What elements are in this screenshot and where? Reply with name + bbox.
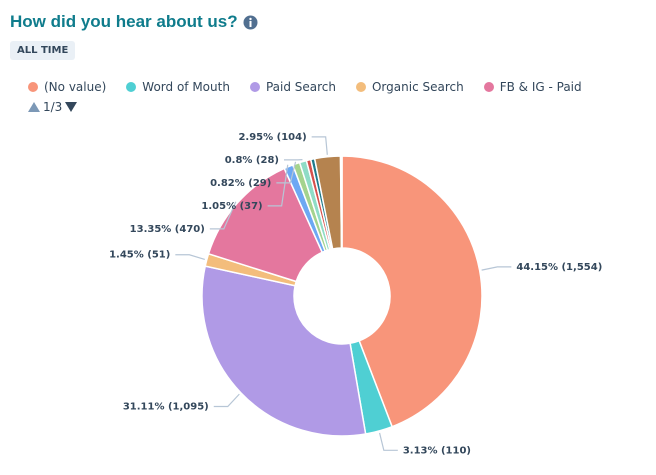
legend-label: Word of Mouth xyxy=(142,80,230,94)
leader-line xyxy=(481,266,512,271)
legend-swatch xyxy=(126,82,137,92)
data-label: 0.8% (28) xyxy=(225,155,279,166)
leader-line xyxy=(267,164,289,207)
slice xyxy=(201,265,367,437)
data-label: 1.05% (37) xyxy=(201,201,262,212)
leader-line xyxy=(379,432,398,451)
info-icon[interactable] xyxy=(243,15,258,30)
legend-item[interactable]: (No value) xyxy=(28,80,106,94)
legend-swatch xyxy=(249,82,260,92)
legend: (No value) Word of Mouth Paid Search Organi… xyxy=(28,80,582,94)
leader-line xyxy=(209,201,237,230)
legend-label: (No value) xyxy=(44,80,107,94)
data-label: 13.35% (470) xyxy=(130,224,205,235)
legend-item[interactable]: Organic Search xyxy=(355,80,464,94)
legend-item[interactable]: Word of Mouth xyxy=(126,80,230,94)
page-indicator: 1/3 xyxy=(43,100,63,114)
legend-swatch xyxy=(355,82,366,92)
legend-label: Organic Search xyxy=(371,80,464,94)
leader-line xyxy=(276,161,297,184)
legend-item[interactable]: FB & IG - Paid xyxy=(483,80,582,94)
data-label: 1.45% (51) xyxy=(109,250,170,261)
chart-title: How did you hear about us? xyxy=(10,12,238,31)
prev-page[interactable] xyxy=(28,102,40,112)
data-label: 31.11% (1,095) xyxy=(123,402,209,413)
data-label: 2.95% (104) xyxy=(238,132,306,143)
legend-item[interactable]: Paid Search xyxy=(249,80,336,94)
next-page[interactable] xyxy=(65,102,78,112)
legend-swatch xyxy=(483,82,494,92)
slice xyxy=(341,155,483,428)
leader-line xyxy=(311,136,328,155)
date-filter[interactable]: ALL TIME xyxy=(10,41,76,60)
slice xyxy=(339,155,343,249)
legend-label: Paid Search xyxy=(265,80,336,94)
legend-label: FB & IG - Paid xyxy=(499,80,582,94)
legend-swatch xyxy=(28,82,38,92)
leader-line xyxy=(213,393,240,408)
data-label: 3.13% (110) xyxy=(403,445,471,456)
legend-pager: 1/3 xyxy=(28,100,78,114)
data-label: 0.82% (29) xyxy=(210,178,271,189)
leader-line xyxy=(175,254,205,260)
data-label: 44.15% (1,554) xyxy=(516,262,602,273)
slice xyxy=(207,167,324,283)
